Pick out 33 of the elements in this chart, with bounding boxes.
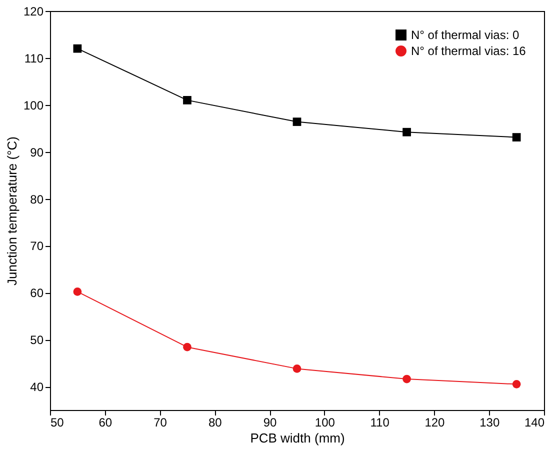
point <box>512 380 521 388</box>
x-tick-label: 80 <box>208 416 222 430</box>
point <box>292 118 302 126</box>
y-tick-label: 40 <box>30 380 44 394</box>
x-tick-label: 120 <box>424 416 446 430</box>
legend-label: N° of thermal vias: 0 <box>411 28 520 42</box>
y-tick-label: 50 <box>30 333 44 348</box>
y-axis-title: Junction temperature (°C) <box>4 136 20 286</box>
x-tick-label: 140 <box>524 416 545 430</box>
y-tick-label: 90 <box>30 145 44 160</box>
y-tick-label: 120 <box>23 4 44 18</box>
point <box>402 374 411 384</box>
x-axis-title: PCB width (mm) <box>250 430 345 446</box>
x-tick-label: 110 <box>370 416 390 430</box>
point <box>73 288 82 296</box>
legend-label: N° of thermal vias: 16 <box>411 44 526 58</box>
x-tick-label: 50 <box>50 416 64 430</box>
x-tick-label: 130 <box>480 416 500 430</box>
point <box>183 342 192 352</box>
point <box>73 44 82 53</box>
y-tick-label: 100 <box>23 98 44 112</box>
x-tick-label: 70 <box>154 416 168 430</box>
point <box>402 128 411 136</box>
y-tick-label: 80 <box>30 192 44 206</box>
point <box>183 96 192 104</box>
point <box>292 364 302 373</box>
x-tick-label: 60 <box>98 416 112 430</box>
y-tick-label: 60 <box>30 286 44 300</box>
y-tick-label: 110 <box>24 51 44 66</box>
y-tick-label: 70 <box>30 239 44 254</box>
point <box>512 133 521 142</box>
x-tick-label: 90 <box>263 416 278 430</box>
x-tick-label: 100 <box>314 416 336 430</box>
